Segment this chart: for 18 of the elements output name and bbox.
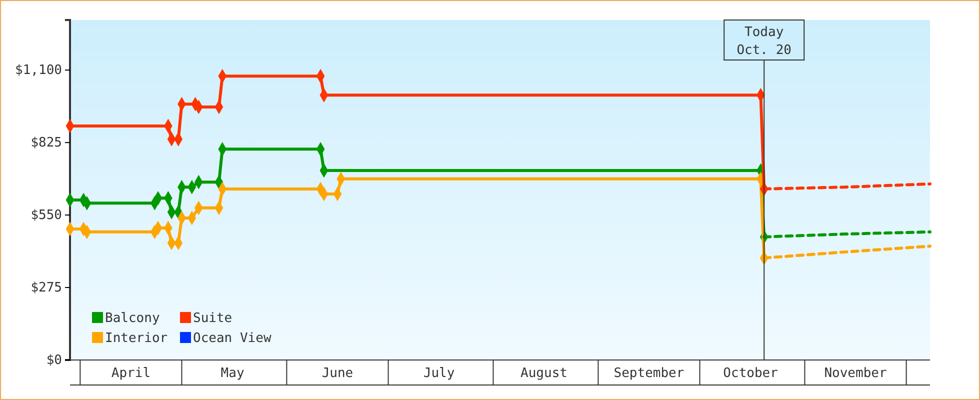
y-tick-label: $0 — [46, 353, 62, 368]
x-tick-label: August — [520, 366, 568, 382]
legend-label: Interior — [105, 331, 168, 346]
legend-label: Suite — [193, 311, 232, 326]
x-tick-label: October — [723, 366, 778, 382]
x-tick-label: June — [322, 366, 354, 382]
legend-label: Ocean View — [193, 331, 272, 346]
ref-line-label: Today Oct. 20 — [736, 25, 792, 58]
y-tick-label: $275 — [30, 280, 62, 296]
x-tick-label: September — [614, 366, 684, 382]
x-tick-label: May — [220, 366, 244, 382]
x-tick-label: July — [423, 366, 455, 382]
legend-label: Balcony — [105, 311, 160, 326]
x-tick-label: November — [824, 366, 887, 382]
y-tick-label: $825 — [30, 136, 62, 151]
x-tick-label: April — [111, 366, 151, 382]
y-tick-label: $550 — [30, 208, 62, 224]
y-tick-label: $1,100 — [15, 63, 62, 78]
